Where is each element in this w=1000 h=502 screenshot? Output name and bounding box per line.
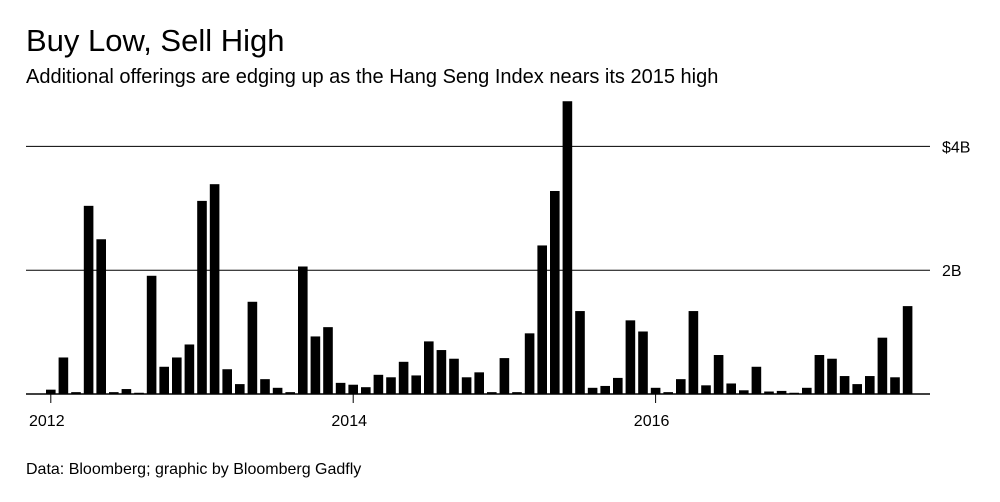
bar [839, 376, 850, 394]
bar [625, 320, 636, 394]
bar [373, 374, 384, 394]
bar [159, 366, 169, 394]
bar [121, 389, 132, 394]
bar [348, 384, 358, 394]
bar [701, 385, 711, 394]
bar [436, 350, 447, 394]
bar [562, 101, 573, 395]
bar [247, 301, 258, 394]
bar [285, 392, 295, 394]
bar [663, 392, 673, 394]
bar [865, 376, 875, 394]
bar [550, 190, 560, 394]
x-tick-label: 2012 [29, 413, 65, 430]
bar [449, 358, 459, 394]
bar [688, 311, 699, 394]
y-tick-label: $4B [942, 139, 970, 156]
bars [46, 101, 913, 395]
bar [323, 327, 333, 394]
bar [184, 344, 195, 394]
bar [46, 389, 56, 394]
bar [411, 375, 421, 394]
bar [260, 379, 270, 394]
bar [424, 341, 434, 394]
bar [71, 392, 81, 394]
bar [335, 382, 346, 394]
bar [298, 266, 308, 394]
bar [172, 357, 182, 394]
bar [751, 366, 762, 394]
bar [650, 387, 661, 394]
bar [83, 205, 94, 394]
bar [776, 390, 787, 394]
x-tick-label: 2016 [634, 413, 670, 430]
bar [272, 387, 283, 394]
gridlines [26, 145, 930, 271]
bar [890, 377, 900, 394]
bar [713, 355, 724, 394]
bar [398, 361, 409, 394]
bar [197, 200, 207, 394]
bar [764, 391, 774, 394]
y-tick-label: 2B [942, 263, 962, 280]
bar [235, 384, 245, 394]
bar [209, 184, 220, 394]
bar [96, 239, 106, 394]
bar [814, 355, 825, 394]
chart-subtitle: Additional offerings are edging up as th… [26, 66, 719, 88]
bar [827, 358, 837, 394]
bar [575, 311, 585, 394]
bar [600, 385, 610, 394]
bar [902, 306, 913, 394]
bar [222, 369, 232, 394]
bar [739, 390, 749, 394]
bar [587, 387, 598, 394]
bar [461, 377, 472, 394]
bar [852, 384, 862, 394]
bar [499, 358, 510, 394]
bar [310, 336, 321, 394]
bar [613, 377, 623, 394]
bar [512, 392, 522, 394]
x-tick-label: 2014 [331, 413, 367, 430]
bar [58, 357, 69, 394]
source-note: Data: Bloomberg; graphic by Bloomberg Ga… [26, 461, 362, 478]
bar [487, 392, 497, 394]
bar [676, 379, 686, 394]
bar [877, 337, 888, 394]
bar [726, 383, 736, 394]
axis-labels: 2B $4B 2012 2014 2016 [29, 139, 970, 430]
bar [386, 377, 396, 394]
bar [802, 387, 812, 394]
chart-title: Buy Low, Sell High [26, 23, 285, 58]
bar [146, 275, 157, 394]
bar [361, 387, 371, 394]
bar [474, 372, 484, 394]
bar [524, 333, 535, 394]
bar [109, 392, 119, 394]
bar [537, 245, 547, 394]
bar [638, 331, 648, 394]
